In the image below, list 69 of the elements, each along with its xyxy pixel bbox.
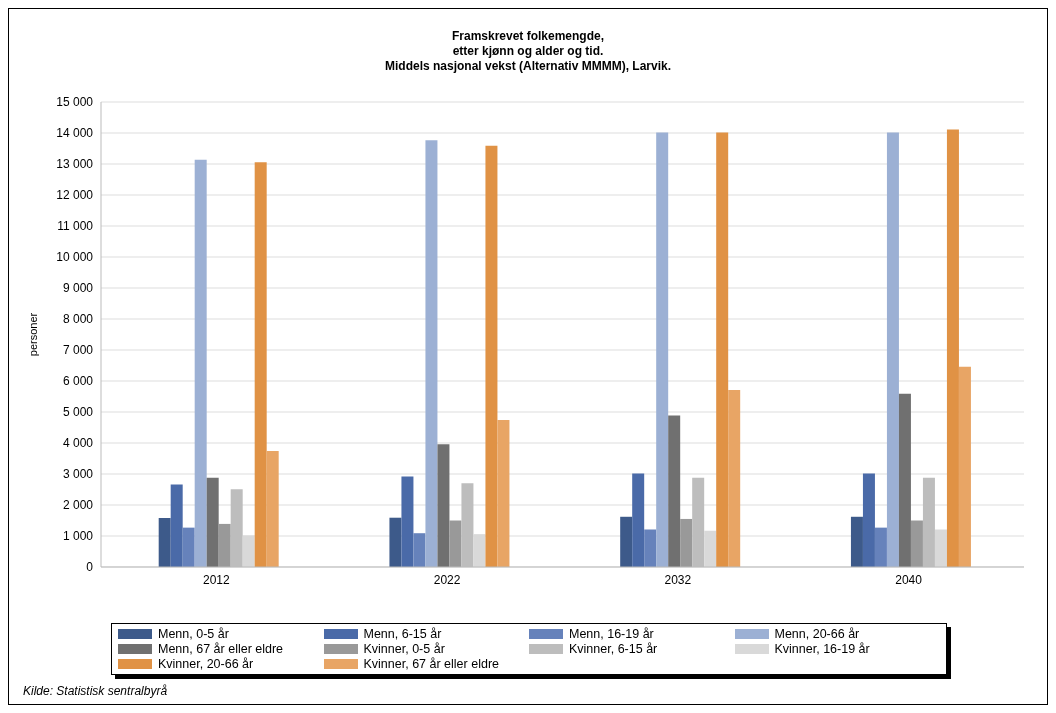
y-tick-label: 2 000 bbox=[62, 498, 94, 513]
bar bbox=[182, 527, 195, 567]
bar bbox=[644, 529, 657, 567]
bar bbox=[497, 420, 510, 567]
bar bbox=[716, 132, 729, 567]
x-tick-label: 2012 bbox=[203, 572, 231, 587]
bar bbox=[158, 518, 171, 567]
bar bbox=[389, 517, 402, 567]
bar bbox=[958, 366, 971, 567]
y-tick-label: 13 000 bbox=[56, 157, 94, 172]
bar bbox=[850, 516, 863, 567]
y-tick-label: 14 000 bbox=[56, 126, 94, 141]
bar bbox=[728, 389, 741, 567]
legend-label: Kvinner, 16-19 år bbox=[774, 642, 870, 656]
bar bbox=[874, 527, 887, 567]
y-tick-label: 5 000 bbox=[62, 405, 94, 420]
bar bbox=[934, 529, 947, 567]
legend-label: Menn, 16-19 år bbox=[569, 627, 654, 641]
y-tick-label: 12 000 bbox=[56, 188, 94, 203]
y-tick-label: 9 000 bbox=[62, 281, 94, 296]
bar bbox=[680, 518, 693, 567]
bar bbox=[401, 476, 414, 567]
y-tick-label: 4 000 bbox=[62, 436, 94, 451]
bar bbox=[242, 535, 255, 567]
chart-title: Framskrevet folkemengde, etter kjønn og alder og tid. Middels nasjonal vekst (Alternativ MMMM), Larvik. bbox=[383, 29, 673, 74]
bar bbox=[437, 444, 450, 567]
y-tick-label: 6 000 bbox=[62, 374, 94, 389]
bar bbox=[910, 520, 923, 567]
x-tick-label: 2040 bbox=[895, 572, 923, 587]
bar bbox=[862, 473, 875, 567]
legend-label: Kvinner, 0-5 år bbox=[363, 642, 445, 656]
y-tick-label: 1 000 bbox=[62, 529, 94, 544]
y-tick-label: 3 000 bbox=[62, 467, 94, 482]
bar bbox=[632, 473, 645, 567]
legend-label: Menn, 67 år eller eldre bbox=[158, 642, 284, 656]
legend-label: Menn, 6-15 år bbox=[363, 627, 442, 641]
bar bbox=[206, 477, 219, 567]
y-axis-title: personer bbox=[26, 312, 39, 357]
y-tick-label: 8 000 bbox=[62, 312, 94, 327]
bar bbox=[946, 129, 959, 567]
y-tick-label: 15 000 bbox=[56, 95, 94, 110]
x-tick-label: 2022 bbox=[433, 572, 461, 587]
bar bbox=[620, 516, 633, 567]
bar bbox=[254, 162, 267, 567]
bar bbox=[704, 530, 717, 567]
bar bbox=[194, 159, 207, 567]
bar bbox=[413, 533, 426, 567]
bar bbox=[668, 415, 681, 567]
x-tick-label: 2032 bbox=[664, 572, 692, 587]
bar bbox=[656, 132, 669, 567]
bar bbox=[485, 145, 498, 567]
bar bbox=[473, 534, 486, 567]
legend-label: Kvinner, 67 år eller eldre bbox=[363, 657, 499, 671]
legend-label: Menn, 0-5 år bbox=[158, 627, 229, 641]
bar bbox=[170, 484, 183, 567]
legend-label: Menn, 20-66 år bbox=[774, 627, 860, 641]
bar bbox=[425, 140, 438, 567]
bar bbox=[898, 393, 911, 567]
y-tick-label: 10 000 bbox=[56, 250, 94, 265]
bar bbox=[886, 132, 899, 567]
y-tick-label: 0 bbox=[86, 560, 94, 575]
legend-label: Kvinner, 6-15 år bbox=[569, 642, 658, 656]
y-tick-label: 11 000 bbox=[57, 219, 94, 234]
text: Kilde: Statistisk sentralbyrå bbox=[23, 684, 168, 698]
bar bbox=[266, 451, 279, 567]
bar bbox=[218, 523, 231, 567]
legend-label: Kvinner, 20-66 år bbox=[158, 657, 254, 671]
y-tick-label: 7 000 bbox=[62, 343, 94, 358]
bar bbox=[449, 520, 462, 567]
